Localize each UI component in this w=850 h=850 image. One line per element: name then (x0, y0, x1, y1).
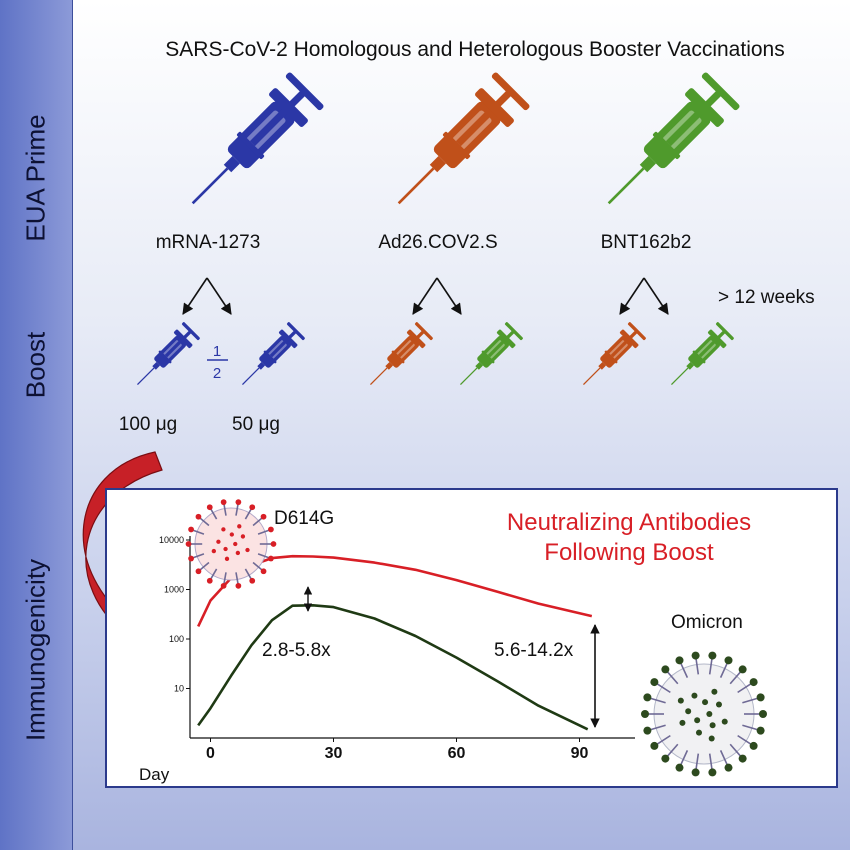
dose-half-label: 50 μg (232, 414, 280, 435)
prime-label-mrna1273: mRNA-1273 (155, 232, 261, 253)
x-tick-label: 60 (448, 745, 466, 762)
syringe-icon-boost-ad26-bnt (451, 320, 525, 394)
d614g-virus-icon (185, 499, 277, 589)
syringe-icon-boost-mrna1273-half (233, 320, 307, 394)
syringe-icon-boost-mrna1273-full (128, 320, 202, 394)
half-numerator: 1 (213, 343, 221, 360)
x-tick-label: 0 (206, 745, 215, 762)
dose-full-label: 100 μg (118, 414, 178, 435)
chart-title-line1: Neutralizing Antibodies (507, 509, 751, 536)
branch-arrows (182, 277, 669, 315)
x-axis-label: Day (139, 765, 170, 784)
variant-label-omicron: Omicron (671, 612, 743, 633)
prime-label-ad26: Ad26.COV2.S (378, 232, 498, 253)
x-tick-label: 30 (325, 745, 343, 762)
y-tick-label: 10000 (159, 535, 184, 545)
variant-label-d614g: D614G (274, 508, 334, 529)
series-line-omicron (197, 604, 589, 731)
syringe-icon-boost-bnt-ad26 (574, 320, 648, 394)
chart-title-line2: Following Boost (544, 539, 714, 566)
half-denominator: 2 (213, 365, 221, 382)
syringe-icon-boost-ad26-ad26 (361, 320, 435, 394)
fold-change-peak: 2.8-5.8x (262, 640, 331, 661)
y-tick-label: 10 (174, 684, 184, 694)
x-tick-label: 90 (571, 745, 589, 762)
syringe-icon-boost-bnt-bnt (662, 320, 736, 394)
y-tick-label: 1000 (164, 585, 184, 595)
prime-label-bnt162b2: BNT162b2 (600, 232, 692, 253)
boost-interval-label: > 12 weeks (718, 287, 815, 308)
syringe-icon-prime-mrna1273 (173, 70, 326, 223)
syringe-icon-prime-ad26 (379, 70, 532, 223)
immunogenicity-chart-panel: 10000 1000 100 10 0 30 60 90 Neutralizing Antib… (105, 488, 838, 788)
omicron-virus-icon (641, 651, 767, 777)
page-title: SARS-CoV-2 Homologous and Heterologous B… (165, 38, 785, 61)
sidebar: EUA Prime Boost Immunogenicity (0, 0, 73, 850)
fold-change-late: 5.6-14.2x (494, 640, 574, 661)
syringe-icon-prime-bnt162b2 (589, 70, 742, 223)
y-tick-label: 100 (169, 634, 184, 644)
